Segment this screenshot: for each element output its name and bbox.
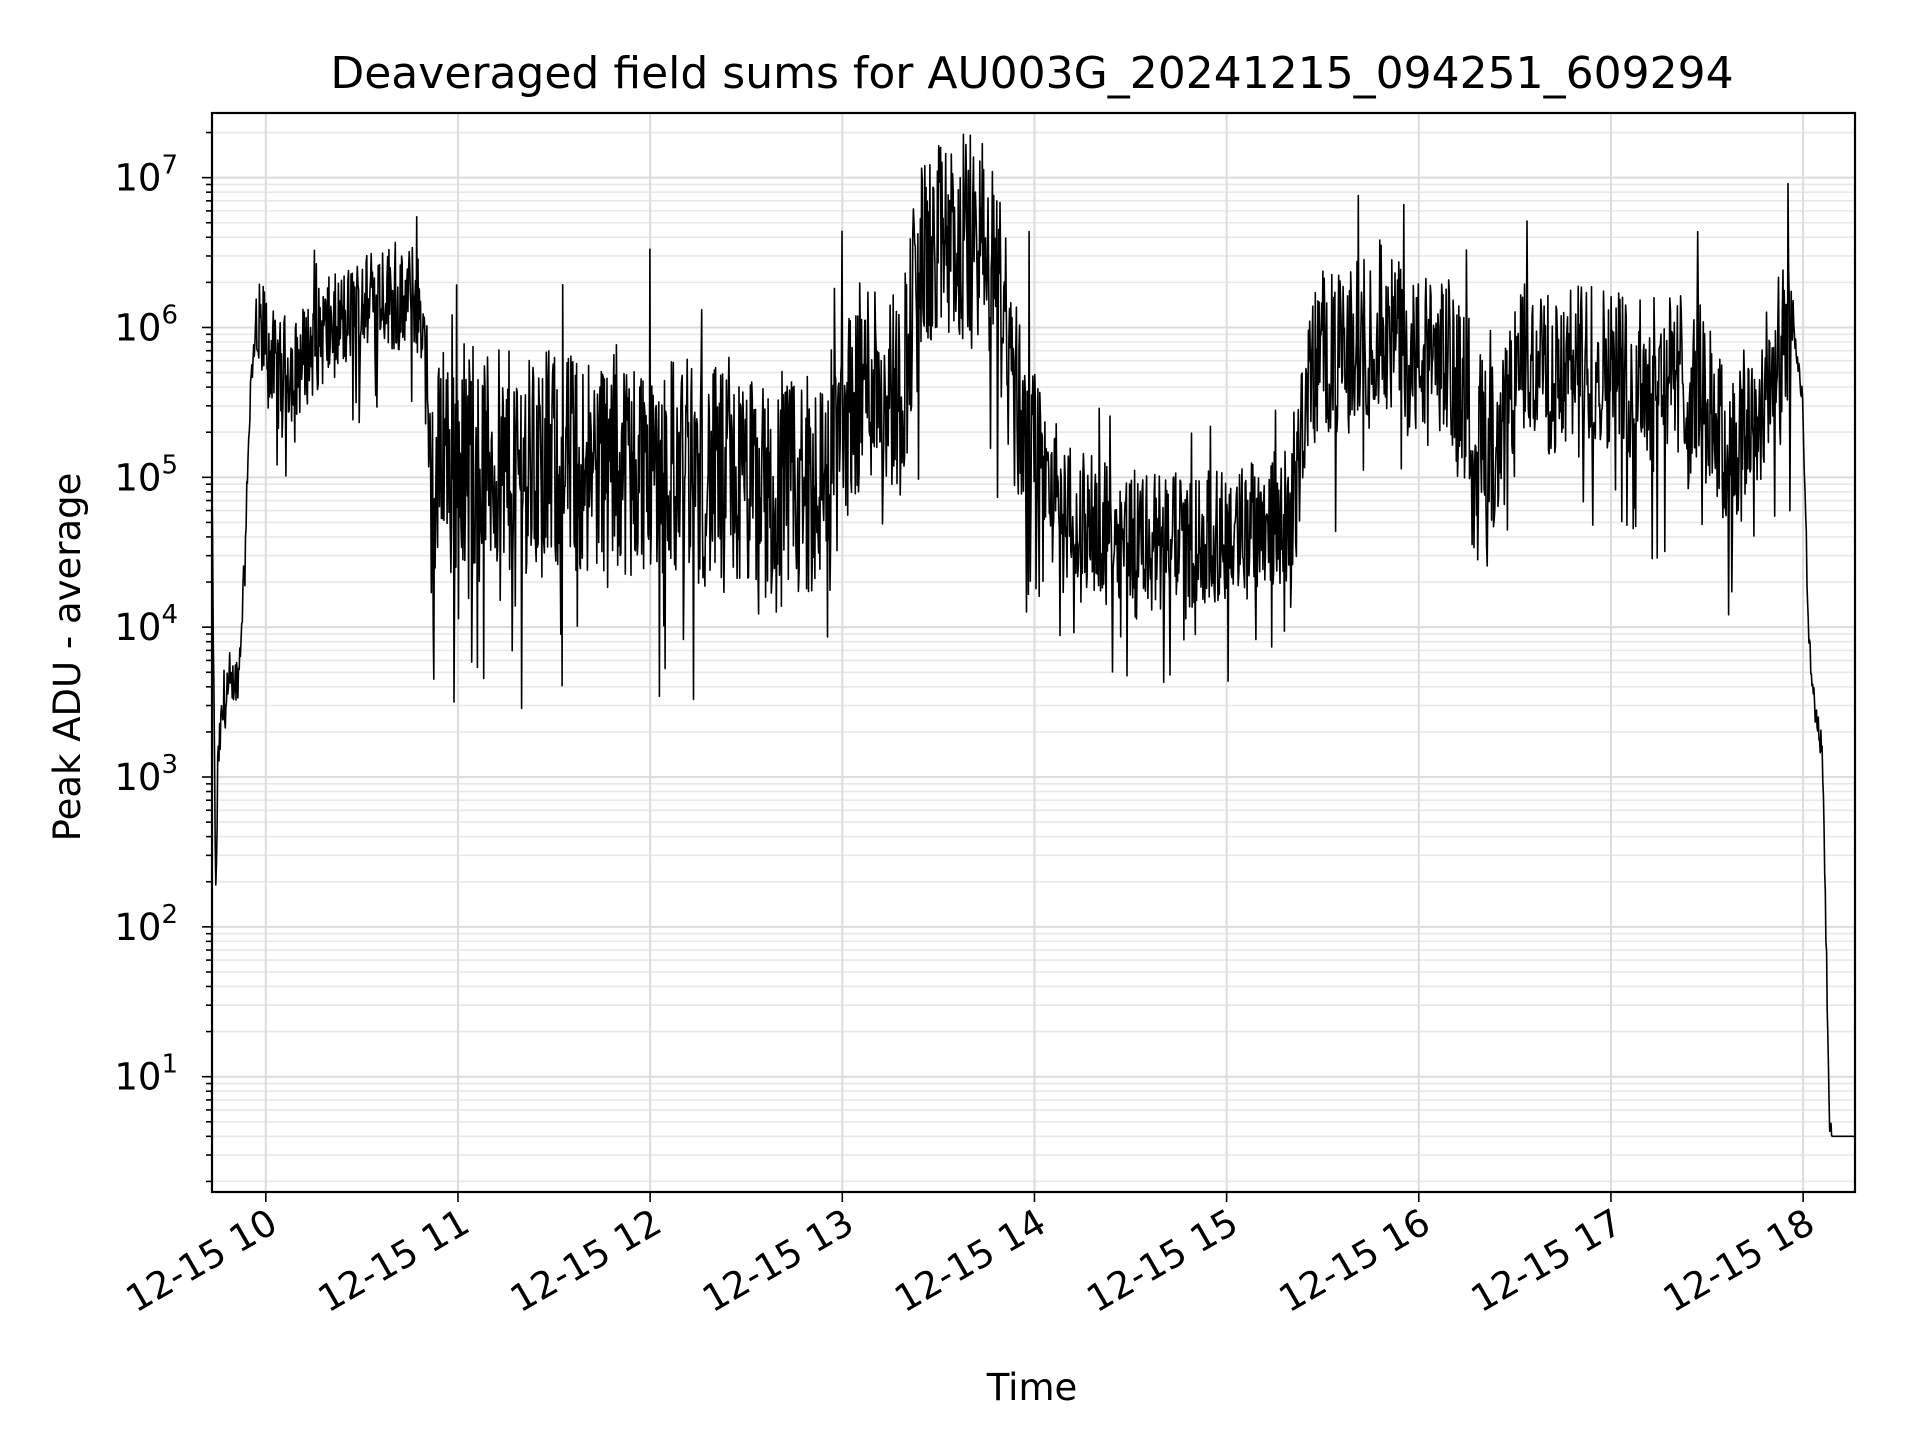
x-tick-label: 12-15 18 <box>1656 1201 1822 1321</box>
x-tick-label: 12-15 15 <box>1080 1201 1246 1321</box>
y-axis-ticks: 101 102 103 104 105 106 107 <box>114 131 212 1183</box>
x-tick-label: 12-15 13 <box>695 1201 861 1321</box>
y-tick-label: 102 <box>114 900 178 949</box>
x-tick-label: 12-15 14 <box>887 1201 1053 1321</box>
grid-lines <box>212 113 1855 1192</box>
x-tick-label: 12-15 11 <box>311 1201 477 1321</box>
y-tick-label: 103 <box>114 750 178 799</box>
y-tick-label: 106 <box>114 300 178 349</box>
x-tick-label: 12-15 16 <box>1272 1201 1438 1321</box>
y-tick-label: 104 <box>114 600 178 649</box>
x-tick-label: 12-15 12 <box>503 1201 669 1321</box>
chart-title: Deaveraged field sums for AU003G_2024121… <box>330 48 1733 99</box>
plot-frame <box>210 111 1857 1194</box>
y-tick-label: 105 <box>114 450 178 499</box>
series-line <box>211 133 1856 1138</box>
y-tick-label: 101 <box>114 1050 178 1099</box>
x-axis-label: Time <box>986 1366 1078 1409</box>
y-axis-label: Peak ADU - average <box>46 473 89 842</box>
x-axis-ticks: 12-15 10 12-15 11 12-15 12 12-15 13 12-15 14… <box>119 1192 1822 1321</box>
x-tick-label: 12-15 17 <box>1464 1201 1630 1321</box>
x-tick-label: 12-15 10 <box>119 1201 285 1321</box>
y-tick-label: 107 <box>114 151 178 200</box>
